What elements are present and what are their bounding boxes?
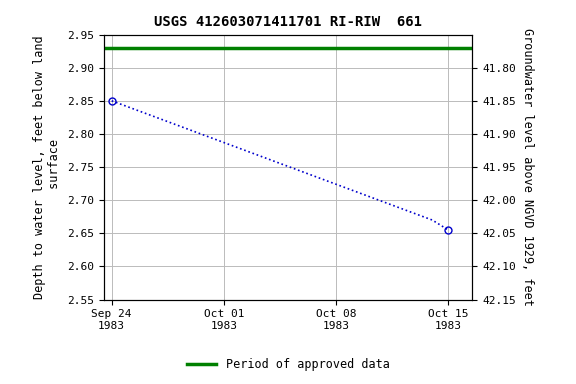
Y-axis label: Depth to water level, feet below land
 surface: Depth to water level, feet below land su… [33, 35, 62, 299]
Title: USGS 412603071411701 RI-RIW  661: USGS 412603071411701 RI-RIW 661 [154, 15, 422, 29]
Y-axis label: Groundwater level above NGVD 1929, feet: Groundwater level above NGVD 1929, feet [521, 28, 535, 306]
Legend: Period of approved data: Period of approved data [182, 354, 394, 376]
